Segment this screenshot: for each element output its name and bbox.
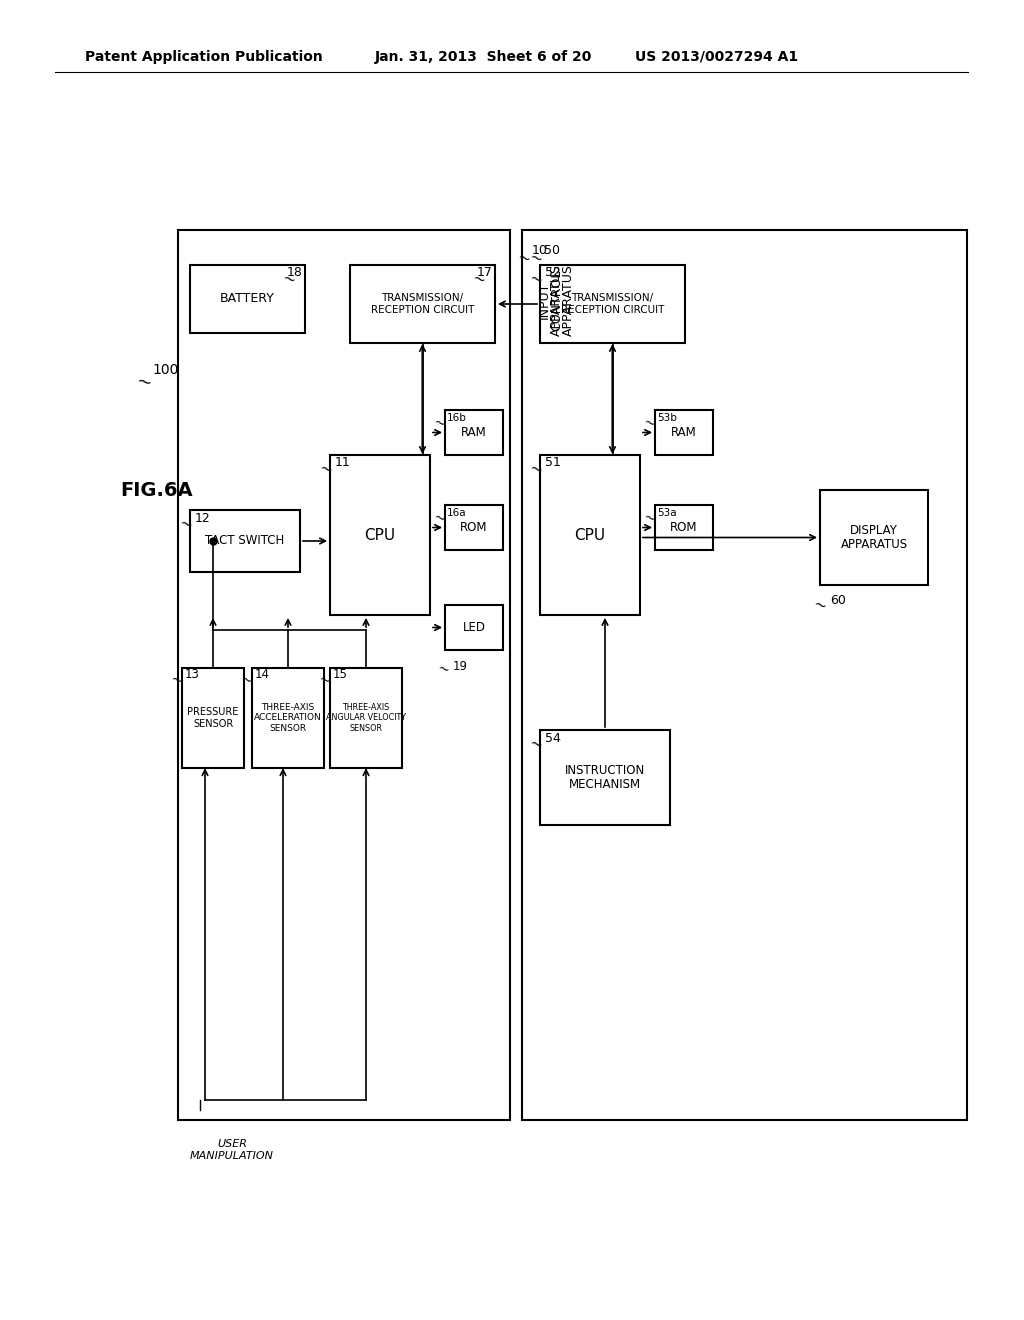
Bar (655, 506, 713, 550)
Text: RAM: RAM (671, 426, 697, 440)
Text: ROM: ROM (460, 521, 487, 535)
Text: ~: ~ (177, 515, 195, 533)
Text: 51: 51 (545, 457, 561, 470)
Bar (330, 455, 430, 615)
Bar (655, 411, 713, 455)
Bar (350, 265, 495, 343)
Text: ~: ~ (239, 672, 254, 689)
Text: INSTRUCTION
MECHANISM: INSTRUCTION MECHANISM (565, 763, 645, 792)
Text: THREE-AXIS
ACCELERATION
SENSOR: THREE-AXIS ACCELERATION SENSOR (254, 704, 322, 733)
Text: CPU: CPU (365, 528, 395, 543)
Text: US 2013/0027294 A1: US 2013/0027294 A1 (635, 50, 798, 63)
Text: Jan. 31, 2013  Sheet 6 of 20: Jan. 31, 2013 Sheet 6 of 20 (375, 50, 592, 63)
Text: APPARATUS: APPARATUS (550, 264, 563, 335)
Text: ~: ~ (470, 269, 487, 288)
Text: 19: 19 (453, 660, 468, 672)
Text: ~: ~ (431, 416, 446, 433)
Text: ~: ~ (641, 511, 656, 528)
Text: TRANSMISSION/
RECEPTION CIRCUIT: TRANSMISSION/ RECEPTION CIRCUIT (561, 293, 665, 314)
Bar (178, 230, 510, 1119)
Text: TACT SWITCH: TACT SWITCH (206, 535, 285, 548)
Text: Patent Application Publication: Patent Application Publication (85, 50, 323, 63)
Text: APPARATUS: APPARATUS (562, 264, 575, 335)
Text: FIG.6A: FIG.6A (120, 480, 193, 499)
Text: ~: ~ (527, 735, 545, 754)
Text: ~: ~ (527, 459, 545, 478)
Text: CPU: CPU (574, 528, 605, 543)
Text: RAM: RAM (461, 426, 486, 440)
Bar (190, 510, 300, 572)
Text: 16b: 16b (447, 413, 467, 422)
Text: INPUT: INPUT (538, 281, 551, 318)
Bar (445, 411, 503, 455)
Bar (820, 490, 928, 585)
Text: 13: 13 (185, 668, 200, 681)
Text: 100: 100 (152, 363, 178, 378)
Text: 12: 12 (195, 511, 211, 524)
Text: ~: ~ (527, 248, 545, 267)
Text: 15: 15 (333, 668, 348, 681)
Bar (522, 230, 967, 1119)
Text: USER
MANIPULATION: USER MANIPULATION (190, 1139, 274, 1160)
Text: ~: ~ (641, 416, 656, 433)
Bar (252, 668, 324, 768)
Text: BATTERY: BATTERY (220, 293, 274, 305)
Text: DISPLAY
APPARATUS: DISPLAY APPARATUS (841, 524, 907, 552)
Text: ~: ~ (133, 371, 153, 392)
Text: 54: 54 (545, 731, 561, 744)
Text: 16a: 16a (447, 508, 467, 517)
Text: ~: ~ (527, 269, 545, 288)
Text: PRESSURE
SENSOR: PRESSURE SENSOR (187, 708, 239, 729)
Text: 52: 52 (545, 267, 561, 280)
Bar (330, 668, 402, 768)
Text: ~: ~ (317, 459, 335, 478)
Text: ~: ~ (811, 595, 828, 614)
Text: 17: 17 (477, 267, 493, 280)
Text: TRANSMISSION/
RECEPTION CIRCUIT: TRANSMISSION/ RECEPTION CIRCUIT (371, 293, 474, 314)
Text: 18: 18 (287, 267, 303, 280)
Bar (540, 730, 670, 825)
Text: ~: ~ (316, 672, 332, 689)
Text: LED: LED (463, 620, 485, 634)
Bar (445, 605, 503, 649)
Text: ~: ~ (431, 511, 446, 528)
Text: CONTROL: CONTROL (550, 269, 563, 331)
Bar (540, 265, 685, 343)
Bar (190, 265, 305, 333)
Bar (540, 455, 640, 615)
Text: 53a: 53a (657, 508, 677, 517)
Text: ~: ~ (281, 269, 298, 288)
Text: 11: 11 (335, 457, 351, 470)
Text: 60: 60 (830, 594, 846, 607)
Text: ROM: ROM (671, 521, 697, 535)
Text: 53b: 53b (657, 413, 677, 422)
Bar (445, 506, 503, 550)
Text: THREE-AXIS
ANGULAR VELOCITY
SENSOR: THREE-AXIS ANGULAR VELOCITY SENSOR (326, 704, 406, 733)
Text: ~: ~ (435, 661, 451, 678)
Text: ~: ~ (168, 672, 184, 689)
Text: ~: ~ (515, 248, 532, 267)
Bar (182, 668, 244, 768)
Text: 14: 14 (255, 668, 270, 681)
Text: 50: 50 (544, 243, 560, 256)
Text: 10: 10 (532, 243, 548, 256)
